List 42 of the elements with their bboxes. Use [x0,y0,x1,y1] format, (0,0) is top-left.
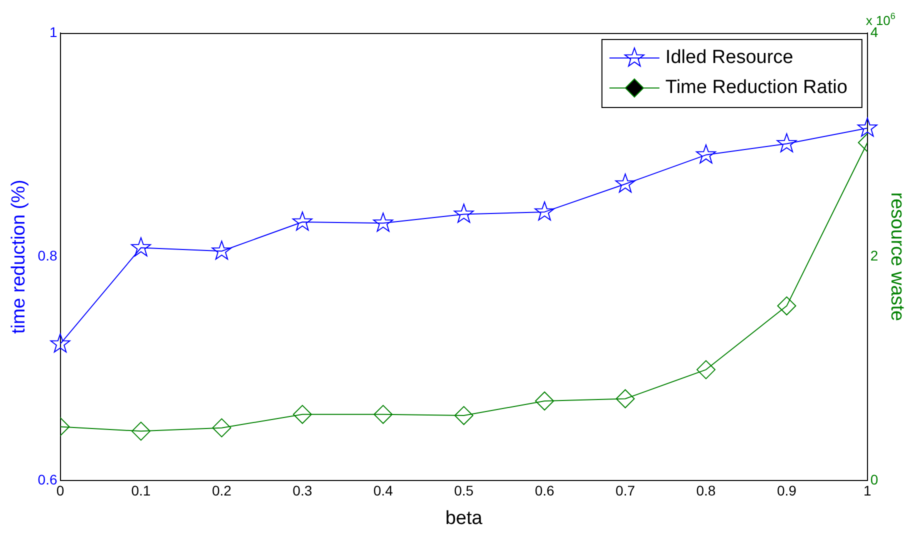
point [696,144,716,164]
point [212,240,232,260]
point [696,360,716,380]
point [130,237,151,256]
point [454,204,474,223]
point [374,404,393,424]
point [535,391,554,410]
x-tick-label: 0.3 [292,482,312,499]
y-tick-label: 1 [49,24,58,40]
x-tick-label: 0.8 [696,482,716,499]
x-tick-label: 1 [864,482,872,499]
point [615,174,636,193]
legend-label: Idled Resource [665,47,794,68]
x-tick-label: 0.4 [373,482,394,499]
point [373,212,394,232]
y2-tick-label: 0 [870,471,878,488]
y-tick-label: 0.8 [38,248,58,264]
x-tick-label: 0 [56,482,64,499]
point [534,201,555,221]
x-tick-label: 0.9 [776,482,797,499]
y2-axis-title: resource waste [886,192,908,322]
y-axis-title: time reduction (%) [8,180,30,334]
y2-tick-label: 4 [870,24,878,40]
point [50,333,70,353]
x-tick-label: 0.1 [131,482,151,499]
point [616,389,635,408]
point [777,296,796,316]
x-tick-label: 0.2 [212,482,232,499]
point [776,133,797,152]
point [454,406,474,426]
point [292,404,312,424]
point [292,212,312,231]
legend-label: Time Reduction Ratio [665,77,848,98]
point [212,418,232,438]
y-tick-label: 0.6 [38,471,58,488]
x-tick-label: 0.5 [454,482,474,499]
point [857,118,878,137]
y2-tick-label: 2 [870,248,878,264]
point [131,422,150,441]
x-tick-label: 0.7 [616,482,636,499]
x-tick-label: 0.6 [534,482,554,499]
x-axis-title: beta [445,508,483,529]
